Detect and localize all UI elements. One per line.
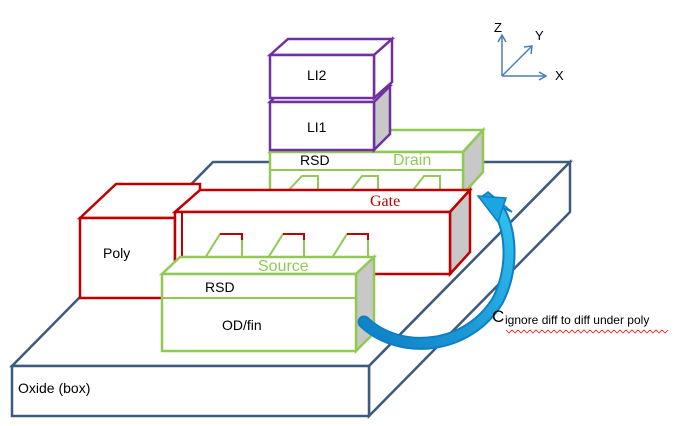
axis-z-label: Z — [494, 20, 502, 35]
rsd-bottom-label: RSD — [205, 279, 235, 295]
gate-label: Gate — [370, 193, 400, 210]
li1-label: LI1 — [307, 119, 327, 135]
drain-label: Drain — [393, 152, 431, 169]
source-label: Source — [258, 258, 309, 275]
source-block — [158, 254, 378, 355]
li2-block — [266, 36, 396, 101]
axis-indicator — [497, 33, 548, 81]
od-fin-label: OD/fin — [222, 317, 262, 333]
capacitance-symbol: C — [492, 307, 504, 326]
spellcheck-underline — [505, 329, 669, 334]
axis-x-label: X — [555, 68, 564, 83]
axis-y-label: Y — [535, 28, 544, 43]
poly-label: Poly — [103, 245, 130, 261]
oxide-label: Oxide (box) — [18, 380, 90, 396]
rsd-top-label: RSD — [300, 152, 330, 168]
capacitance-arrow — [357, 191, 516, 350]
li2-label: LI2 — [307, 67, 327, 83]
capacitance-note: ignore diff to diff under poly — [505, 313, 649, 327]
